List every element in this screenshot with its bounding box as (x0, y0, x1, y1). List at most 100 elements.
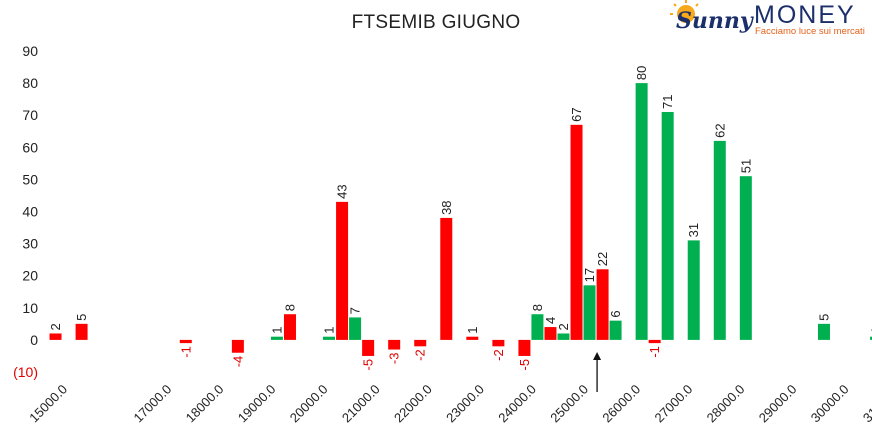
bar (687, 240, 700, 340)
bar (231, 339, 244, 353)
x-tick-label: 27000.0 (652, 382, 696, 426)
bar (531, 314, 544, 340)
bar (661, 111, 674, 340)
x-tick-label: 29000.0 (756, 382, 800, 426)
data-label: -5 (361, 359, 376, 371)
bar (609, 320, 622, 340)
data-label: 22 (595, 252, 610, 266)
data-label: 38 (439, 200, 454, 214)
data-label: 5 (816, 314, 831, 321)
data-label: 2 (556, 323, 571, 330)
x-tick-label: 18000.0 (183, 382, 227, 426)
x-tick-label: 26000.0 (599, 382, 643, 426)
data-label: 1 (269, 326, 284, 333)
data-label: 80 (634, 66, 649, 80)
x-tick-label: 22000.0 (391, 382, 435, 426)
bar (492, 339, 505, 347)
data-label: 1 (465, 326, 480, 333)
marker (593, 352, 602, 392)
y-tick-label: 20 (22, 268, 38, 284)
x-tick-label: 30000.0 (808, 382, 852, 426)
data-label: 43 (335, 184, 350, 198)
bar (557, 333, 570, 340)
bar (179, 339, 192, 344)
y-tick-label: 70 (22, 107, 38, 123)
x-tick-label: 20000.0 (287, 382, 331, 426)
bar (870, 336, 872, 340)
data-label: 51 (738, 159, 753, 173)
x-axis: 15000.0 17000.0 18000.0 19000.0 20000.0 21000… (26, 382, 872, 426)
logo-name-right: MONEY (754, 1, 856, 29)
bar (635, 83, 648, 340)
x-tick-label: 19000.0 (235, 382, 279, 426)
bar (270, 336, 283, 340)
data-label: -4 (230, 356, 245, 368)
data-label: 31 (686, 223, 701, 237)
y-axis: 90 80 70 60 50 40 30 20 10 0 (10) (13, 43, 38, 380)
bar (583, 285, 596, 340)
data-label: -1 (647, 346, 662, 358)
x-tick-label: 15000.0 (26, 382, 70, 426)
bar (349, 317, 362, 340)
data-label: -1 (178, 346, 193, 358)
sun-icon (670, 0, 699, 23)
sunny-money-logo: Sunny MONEY Facciamo luce sui mercati (668, 0, 872, 42)
y-tick-label: 50 (22, 171, 38, 187)
data-label: 62 (712, 123, 727, 137)
y-tick-label: (10) (13, 364, 38, 380)
bar (570, 124, 583, 340)
bar (466, 336, 479, 340)
bar (648, 339, 661, 344)
bar (518, 339, 531, 356)
data-label: -5 (517, 359, 532, 371)
bar (817, 323, 830, 340)
bar (388, 339, 401, 350)
bar (75, 323, 88, 340)
bar (414, 339, 427, 347)
bar (283, 314, 296, 340)
data-label: 8 (530, 304, 545, 311)
x-tick-label: 17000.0 (131, 382, 175, 426)
data-label: 1 (322, 326, 337, 333)
data-label: 2 (48, 323, 63, 330)
logo-tagline: Facciamo luce sui mercati (755, 26, 865, 37)
x-tick-label: 31000.0 (860, 382, 872, 426)
data-label: 1 (869, 326, 872, 333)
x-tick-label: 23000.0 (443, 382, 487, 426)
data-label: -2 (491, 349, 506, 361)
arrow-marker (593, 352, 602, 392)
bar (440, 217, 453, 340)
y-tick-label: 30 (22, 236, 38, 252)
data-label: -3 (387, 353, 402, 365)
y-tick-label: 80 (22, 75, 38, 91)
bar (713, 140, 726, 340)
x-tick-label: 21000.0 (339, 382, 383, 426)
bar (336, 201, 349, 340)
data-label: 5 (74, 314, 89, 321)
data-label: 17 (582, 268, 597, 282)
y-tick-label: 90 (22, 43, 38, 59)
y-tick-label: 40 (22, 204, 38, 220)
data-label: 71 (660, 95, 675, 109)
chart-title: FTSEMIB GIUGNO (351, 12, 521, 33)
data-label: 67 (569, 107, 584, 121)
bar (362, 339, 375, 356)
x-tick-label: 25000.0 (547, 382, 591, 426)
y-tick-label: 0 (30, 332, 38, 348)
data-label: 4 (543, 317, 558, 324)
data-label: 8 (282, 304, 297, 311)
logo-name-left: Sunny (676, 8, 755, 34)
data-label: 7 (348, 307, 363, 314)
bar (49, 333, 62, 340)
y-tick-label: 10 (22, 300, 38, 316)
bar (739, 176, 752, 340)
bar (596, 269, 609, 340)
bar (544, 327, 557, 340)
x-tick-label: 28000.0 (704, 382, 748, 426)
x-tick-label: 24000.0 (495, 382, 539, 426)
bars (49, 83, 872, 356)
y-tick-label: 60 (22, 139, 38, 155)
bar (323, 336, 336, 340)
